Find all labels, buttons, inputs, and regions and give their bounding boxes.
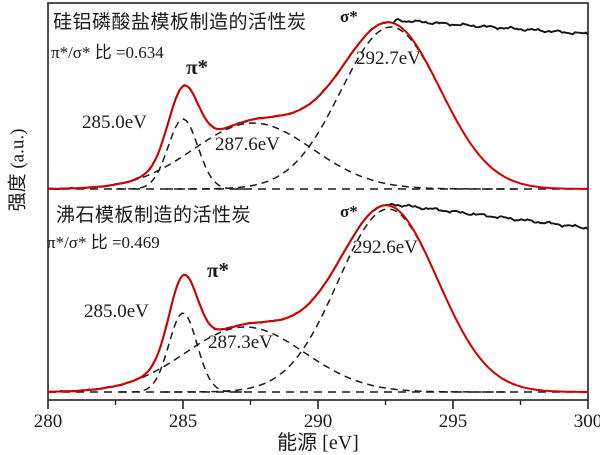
x-tick-label: 285 xyxy=(169,411,198,432)
spectrum1-pi-sigma-ratio: π*/σ* 比 =0.634 xyxy=(51,43,164,62)
s1-fit-curve xyxy=(48,204,588,393)
spectrum2-title: 沸石模板制造的活性炭 xyxy=(56,205,252,226)
spectrum2-peak-285-label: 285.0eV xyxy=(84,301,149,322)
spectrum1-pi-star-label: π* xyxy=(186,55,209,79)
x-tick-label: 295 xyxy=(439,411,468,432)
spectrum2-peak-292-label: 292.6eV xyxy=(353,237,418,258)
spectrum2-pi-sigma-ratio: π*/σ* 比 =0.469 xyxy=(47,233,160,252)
x-axis-label: 能源 [eV] xyxy=(277,431,359,454)
x-tick-label: 290 xyxy=(304,411,333,432)
s1-component-287.3 xyxy=(48,326,510,393)
spectrum1-sigma-star-label: σ* xyxy=(340,7,358,26)
x-tick-label: 280 xyxy=(34,411,63,432)
spectrum1-peak-292-label: 292.7eV xyxy=(356,48,421,69)
x-tick-label: 300 xyxy=(574,411,600,432)
spectrum1-title: 硅铝磷酸盐模板制造的活性炭 xyxy=(53,12,307,33)
s0-component-292.7 xyxy=(166,26,588,190)
spectrum1-peak-285-label: 285.0eV xyxy=(82,112,147,133)
s1-component-285 xyxy=(119,312,244,393)
spectrum2-sigma-star-label: σ* xyxy=(340,202,358,221)
spectrum1-peak-287-label: 287.6eV xyxy=(215,134,280,155)
spectrum2-peak-287-label: 287.3eV xyxy=(208,332,273,353)
s0-fit-curve xyxy=(48,21,588,190)
spectrum2-pi-star-label: π* xyxy=(207,258,230,282)
y-axis-label: 强度 (a.u.) xyxy=(7,128,29,212)
